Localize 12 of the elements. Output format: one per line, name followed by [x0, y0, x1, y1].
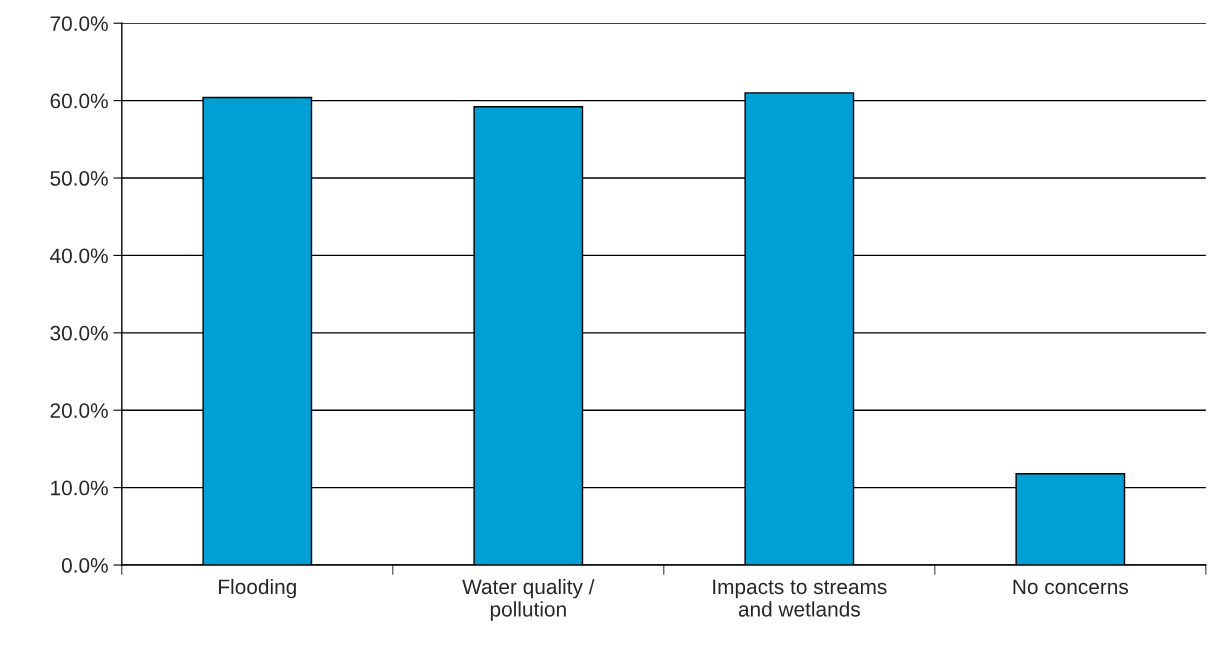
y-tick-label: 20.0% [50, 403, 108, 418]
y-tick-label: 50.0% [50, 171, 108, 186]
x-tick-label: Flooding [219, 578, 296, 599]
y-tick-label: 10.0% [51, 480, 108, 496]
x-tick-label: Water quality / pollution [462, 578, 595, 621]
x-tick-label: Impacts to streams and wetlands [713, 579, 887, 617]
y-tick-label: 70.0% [50, 16, 108, 31]
y-tick-label: 40.0% [50, 248, 108, 264]
x-tick-label: No concerns [1013, 579, 1129, 595]
y-tick-label: 30.0% [50, 325, 108, 341]
y-tick-label: 0.0% [61, 558, 108, 573]
y-tick-label: 60.0% [50, 93, 108, 109]
